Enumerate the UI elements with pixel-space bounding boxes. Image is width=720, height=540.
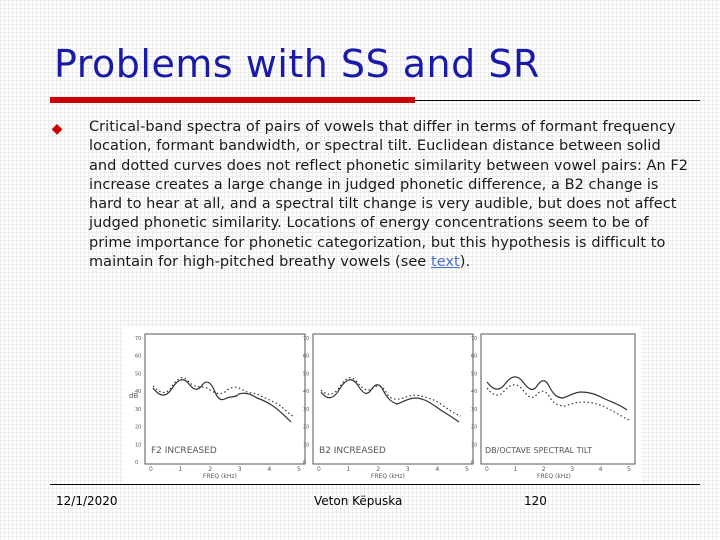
y-tick-label: 10 bbox=[303, 442, 309, 448]
x-tick-label: 2 bbox=[376, 466, 380, 473]
y-tick-label: 10 bbox=[135, 442, 141, 448]
y-tick-label: 0 bbox=[135, 460, 138, 466]
panel-caption-b2: B2 INCREASED bbox=[319, 446, 386, 456]
x-axis-label: FREQ (kHz) bbox=[537, 473, 571, 480]
y-tick-label: 60 bbox=[303, 354, 309, 360]
x-tick-label: 4 bbox=[435, 466, 439, 473]
panel-caption-tilt: DB/OCTAVE SPECTRAL TILT bbox=[485, 446, 592, 455]
footer-author: Veton Këpuska bbox=[314, 494, 403, 508]
slide-title: Problems with SS and SR bbox=[54, 42, 540, 86]
y-tick-label: 50 bbox=[303, 371, 309, 377]
y-tick-label: 10 bbox=[471, 442, 477, 448]
y-tick-label: 50 bbox=[135, 371, 141, 377]
x-tick-label: 4 bbox=[267, 466, 271, 473]
y-tick-label: 30 bbox=[303, 407, 309, 413]
x-tick-label: 3 bbox=[238, 466, 242, 473]
x-tick-label: 5 bbox=[465, 466, 469, 473]
x-tick-label: 3 bbox=[570, 466, 574, 473]
x-tick-label: 5 bbox=[627, 466, 631, 473]
x-tick-label: 2 bbox=[208, 466, 212, 473]
y-tick-label: 20 bbox=[471, 425, 477, 431]
x-tick-label: 1 bbox=[513, 466, 517, 473]
x-tick-label: 4 bbox=[599, 466, 603, 473]
x-axis-label: FREQ (kHz) bbox=[203, 473, 237, 480]
x-tick-label: 1 bbox=[347, 466, 351, 473]
diamond-bullet-icon: ◆ bbox=[51, 121, 63, 137]
y-tick-label: 40 bbox=[135, 389, 141, 395]
footer-page-number: 120 bbox=[524, 494, 547, 508]
y-axis-tick-labels: 70 60 50 40 30 20 10 0 70 60 50 40 30 20 10 0 70 60 50 40 30… bbox=[135, 336, 477, 466]
y-tick-label: 0 bbox=[471, 460, 474, 466]
x-tick-label: 0 bbox=[317, 466, 321, 473]
x-tick-label: 0 bbox=[485, 466, 489, 473]
x-tick-label: 3 bbox=[406, 466, 410, 473]
y-tick-label: 50 bbox=[471, 371, 477, 377]
y-tick-label: 40 bbox=[303, 389, 309, 395]
y-tick-label: 40 bbox=[471, 389, 477, 395]
panel-spectral-tilt bbox=[480, 333, 636, 465]
spectra-figure: 70 60 50 40 30 20 10 0 70 60 50 40 30 20 10 0 70 60 50 40 30… bbox=[123, 326, 641, 484]
dotted-spectrum-curve bbox=[320, 377, 462, 417]
footer-divider-rule bbox=[50, 484, 700, 485]
y-tick-label: 20 bbox=[135, 425, 141, 431]
solid-spectrum-curve bbox=[486, 376, 628, 411]
y-tick-label: 30 bbox=[135, 407, 141, 413]
x-axis-label: FREQ (kHz) bbox=[371, 473, 405, 480]
x-tick-label: 0 bbox=[149, 466, 153, 473]
panel-frame bbox=[144, 333, 306, 465]
text-link[interactable]: text bbox=[430, 254, 460, 271]
panel-caption-f2: F2 INCREASED bbox=[151, 446, 217, 456]
y-tick-label: 20 bbox=[303, 425, 309, 431]
title-accent-rule bbox=[50, 97, 415, 103]
solid-spectrum-curve bbox=[320, 379, 460, 423]
panel-b2-increased bbox=[312, 333, 474, 465]
y-tick-label: 70 bbox=[303, 336, 309, 342]
y-tick-label: 30 bbox=[471, 407, 477, 413]
body-text-main: Critical-band spectra of pairs of vowels… bbox=[89, 119, 689, 271]
y-tick-label: 60 bbox=[471, 354, 477, 360]
x-tick-label: 2 bbox=[542, 466, 546, 473]
y-axis-label: dB bbox=[129, 392, 138, 400]
panel-frame bbox=[312, 333, 474, 465]
x-tick-label: 5 bbox=[297, 466, 301, 473]
y-tick-label: 70 bbox=[135, 336, 141, 342]
y-tick-label: 0 bbox=[303, 460, 306, 466]
slide-body-text: Critical-band spectra of pairs of vowels… bbox=[89, 118, 689, 272]
body-text-end: ). bbox=[459, 254, 471, 271]
dotted-spectrum-curve bbox=[152, 377, 294, 417]
x-tick-label: 1 bbox=[179, 466, 183, 473]
footer-date: 12/1/2020 bbox=[56, 494, 118, 508]
panel-f2-increased bbox=[144, 333, 306, 465]
y-tick-label: 60 bbox=[135, 354, 141, 360]
dotted-spectrum-curve bbox=[486, 384, 630, 421]
y-tick-label: 70 bbox=[471, 336, 477, 342]
solid-spectrum-curve bbox=[152, 379, 292, 423]
x-axis-tick-labels: 0 1 2 3 4 5 0 1 2 3 4 5 0 1 2 3 4 5 bbox=[149, 466, 631, 473]
title-divider-rule bbox=[415, 100, 700, 101]
panel-frame bbox=[480, 333, 636, 465]
